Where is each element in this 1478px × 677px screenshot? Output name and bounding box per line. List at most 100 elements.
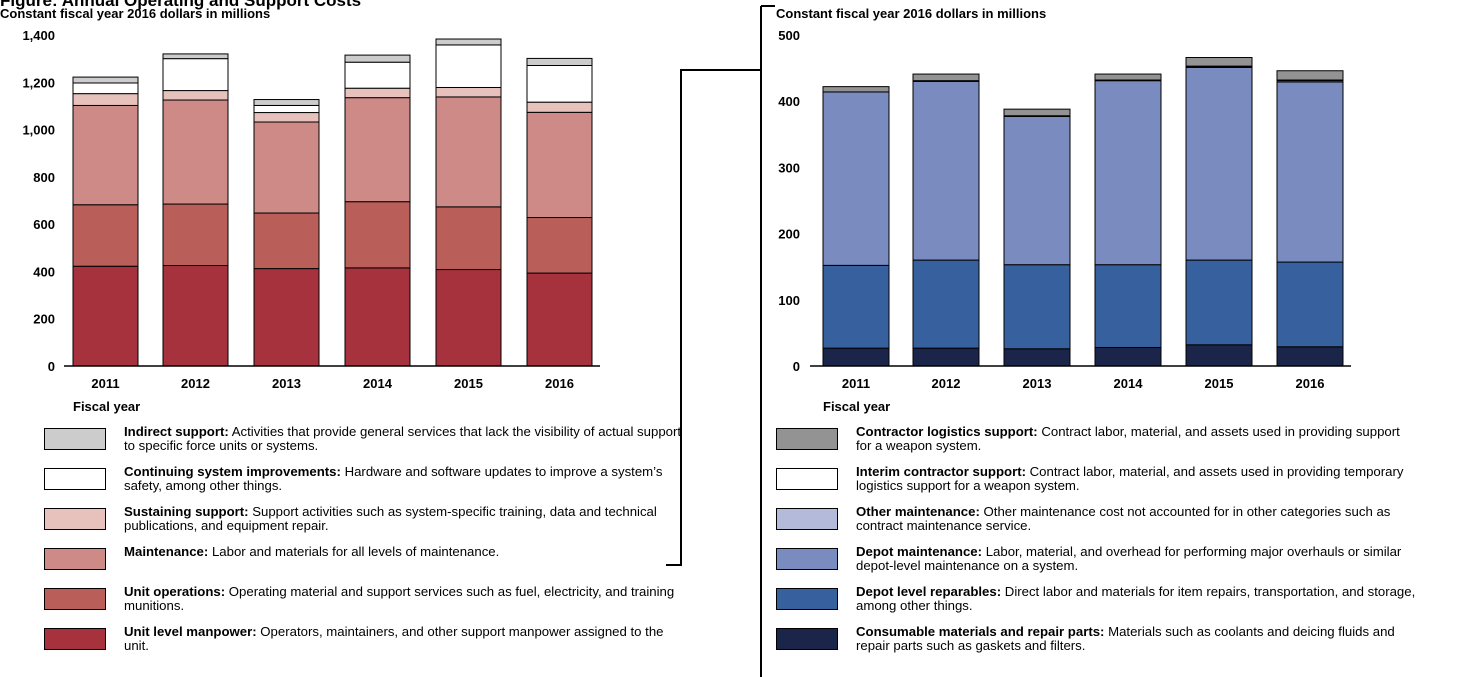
bar-segment-2013-depot-maintenance bbox=[1003, 115, 1071, 266]
legend-description: Operators, maintainers, and other suppor… bbox=[124, 624, 664, 653]
legend-swatch bbox=[776, 468, 838, 490]
bar-segment-2016-consumable-materials-and-repair-parts bbox=[1276, 346, 1344, 367]
bar-segment-2011-depot-maintenance bbox=[822, 91, 890, 266]
bar-segment-2015-indirect-support bbox=[435, 38, 502, 46]
x-tick-label: 2011 bbox=[91, 376, 119, 391]
legend-item-sustaining-support: Sustaining support: Support activities s… bbox=[44, 505, 684, 539]
x-tick-label: 2015 bbox=[454, 376, 483, 391]
bar-segment-2014-continuing-system-improvements bbox=[344, 61, 411, 89]
legend-text: Maintenance: Labor and materials for all… bbox=[124, 545, 684, 559]
bar-segment-2013-indirect-support bbox=[253, 99, 320, 106]
bar-segment-2011-indirect-support bbox=[72, 76, 139, 84]
legend-label: Depot maintenance: bbox=[856, 544, 983, 559]
x-tick-label: 2014 bbox=[1114, 376, 1144, 391]
legend-description: Labor and materials for all levels of ma… bbox=[208, 544, 500, 559]
legend-swatch bbox=[44, 428, 106, 450]
legend-item-maintenance: Maintenance: Labor and materials for all… bbox=[44, 545, 684, 579]
bar-segment-2011-contractor-logistics-support bbox=[822, 86, 890, 93]
bar-segment-2014-contractor-logistics-support bbox=[1094, 73, 1162, 81]
x-tick-label: 2012 bbox=[181, 376, 210, 391]
y-tick-label: 200 bbox=[778, 227, 800, 242]
bar-segment-2011-unit-operations bbox=[72, 204, 139, 267]
bar-segment-2012-contractor-logistics-support bbox=[912, 73, 980, 82]
bar-segment-2011-unit-level-manpower bbox=[72, 265, 139, 367]
legend-text: Sustaining support: Support activities s… bbox=[124, 505, 684, 533]
legend-label: Contractor logistics support: bbox=[856, 424, 1038, 439]
y-tick-label: 100 bbox=[778, 293, 800, 308]
bar-segment-2016-continuing-system-improvements bbox=[526, 64, 593, 103]
legend-text: Unit operations: Operating material and … bbox=[124, 585, 684, 613]
legend-description: Support activities such as system-specif… bbox=[124, 504, 657, 533]
bar-segment-2013-unit-level-manpower bbox=[253, 268, 320, 367]
bar-segment-2013-contractor-logistics-support bbox=[1003, 108, 1071, 117]
legend-item-unit-level-manpower: Unit level manpower: Operators, maintain… bbox=[44, 625, 684, 659]
bar-segment-2016-depot-maintenance bbox=[1276, 81, 1344, 263]
bar-segment-2013-depot-level-reparables bbox=[1003, 264, 1071, 350]
legend-label: Other maintenance: bbox=[856, 504, 980, 519]
y-tick-label: 0 bbox=[48, 359, 55, 374]
legend-label: Consumable materials and repair parts: bbox=[856, 624, 1105, 639]
bar-segment-2016-depot-level-reparables bbox=[1276, 261, 1344, 348]
legend-item-interim-contractor-support: Interim contractor support: Contract lab… bbox=[776, 465, 1416, 499]
bar-segment-2012-unit-operations bbox=[162, 203, 229, 267]
y-tick-label: 0 bbox=[793, 359, 800, 374]
legend-swatch bbox=[776, 628, 838, 650]
bar-segment-2016-unit-operations bbox=[526, 217, 593, 274]
legend-description: Contract labor, material, and assets use… bbox=[856, 464, 1404, 493]
y-tick-label: 400 bbox=[778, 94, 800, 109]
bar-segment-2011-consumable-materials-and-repair-parts bbox=[822, 347, 890, 367]
bar-segment-2012-maintenance bbox=[162, 99, 229, 205]
x-axis-title: Fiscal year bbox=[73, 399, 140, 414]
y-tick-label: 600 bbox=[33, 217, 55, 232]
legend-item-consumable-materials-and-repair-parts: Consumable materials and repair parts: M… bbox=[776, 625, 1416, 659]
bar-segment-2014-maintenance bbox=[344, 97, 411, 203]
bar-segment-2014-consumable-materials-and-repair-parts bbox=[1094, 346, 1162, 367]
bar-segment-2016-contractor-logistics-support bbox=[1276, 70, 1344, 81]
bar-segment-2011-maintenance bbox=[72, 104, 139, 206]
legend-text: Other maintenance: Other maintenance cos… bbox=[856, 505, 1416, 533]
legend-item-indirect-support: Indirect support: Activities that provid… bbox=[44, 425, 684, 459]
left-units-label: Constant fiscal year 2016 dollars in mil… bbox=[0, 6, 271, 21]
legend-text: Depot maintenance: Labor, material, and … bbox=[856, 545, 1416, 573]
legend-text: Continuing system improvements: Hardware… bbox=[124, 465, 684, 493]
legend-label: Unit level manpower: bbox=[124, 624, 257, 639]
legend-item-depot-level-reparables: Depot level reparables: Direct labor and… bbox=[776, 585, 1416, 619]
bar-segment-2011-sustaining-support bbox=[72, 93, 139, 106]
bar-segment-2014-unit-level-manpower bbox=[344, 267, 411, 367]
bar-segment-2012-indirect-support bbox=[162, 53, 229, 60]
bar-segment-2012-sustaining-support bbox=[162, 90, 229, 101]
legend-label: Interim contractor support: bbox=[856, 464, 1026, 479]
y-tick-label: 1,000 bbox=[22, 123, 55, 138]
bar-segment-2012-unit-level-manpower bbox=[162, 265, 229, 367]
bar-segment-2012-depot-maintenance bbox=[912, 80, 980, 261]
legend-item-unit-operations: Unit operations: Operating material and … bbox=[44, 585, 684, 619]
legend-description: Labor, material, and overhead for perfor… bbox=[856, 544, 1402, 573]
legend-swatch bbox=[44, 588, 106, 610]
legend-item-contractor-logistics-support: Contractor logistics support: Contract l… bbox=[776, 425, 1416, 459]
bar-segment-2015-continuing-system-improvements bbox=[435, 44, 502, 88]
legend-description: Activities that provide general services… bbox=[124, 424, 682, 453]
legend-description: Operating material and support services … bbox=[124, 584, 675, 613]
bar-segment-2016-sustaining-support bbox=[526, 101, 593, 113]
legend-swatch bbox=[776, 508, 838, 530]
legend-item-depot-maintenance: Depot maintenance: Labor, material, and … bbox=[776, 545, 1416, 579]
legend-text: Interim contractor support: Contract lab… bbox=[856, 465, 1416, 493]
legend-swatch bbox=[44, 628, 106, 650]
bar-segment-2015-unit-operations bbox=[435, 206, 502, 271]
bar-segment-2015-sustaining-support bbox=[435, 86, 502, 98]
legend-item-other-maintenance: Other maintenance: Other maintenance cos… bbox=[776, 505, 1416, 539]
x-axis-title: Fiscal year bbox=[823, 399, 890, 414]
bar-segment-2014-unit-operations bbox=[344, 201, 411, 269]
bar-segment-2015-maintenance bbox=[435, 96, 502, 208]
bar-segment-2011-depot-level-reparables bbox=[822, 264, 890, 349]
bar-segment-2013-continuing-system-improvements bbox=[253, 104, 320, 114]
x-tick-label: 2013 bbox=[1023, 376, 1052, 391]
bar-segment-2015-depot-level-reparables bbox=[1185, 259, 1253, 346]
legend-label: Continuing system improvements: bbox=[124, 464, 341, 479]
y-tick-label: 1,200 bbox=[22, 75, 55, 90]
chart-right: 2011 2012 2013 2014 2015 2016 0 100 200 300 400 500… bbox=[778, 28, 1351, 414]
bar-segment-2015-depot-maintenance bbox=[1185, 66, 1253, 261]
bar-segment-2011-continuing-system-improvements bbox=[72, 82, 139, 95]
bar-segment-2013-sustaining-support bbox=[253, 112, 320, 123]
chart-left: 2011 2012 2013 2014 2015 2016 0 200 400 600 800 1,0… bbox=[22, 28, 600, 414]
